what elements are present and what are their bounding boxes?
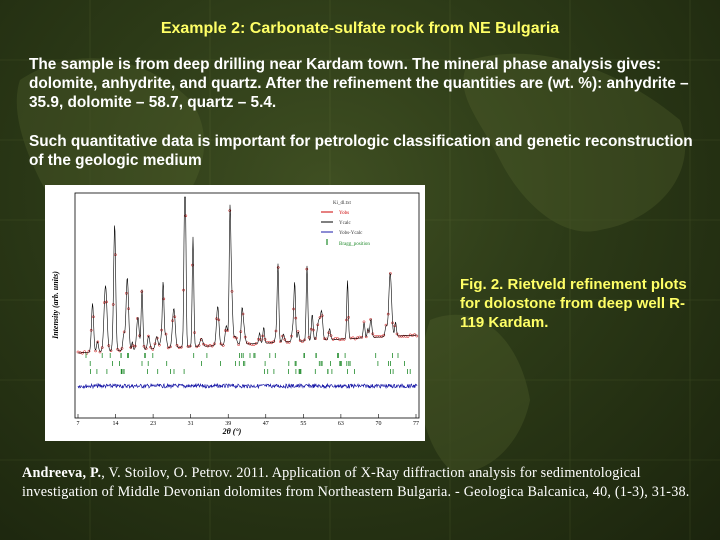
- x-tick-label: 70: [375, 421, 381, 427]
- yobs-point: [272, 340, 276, 343]
- figure-caption: Fig. 2. Rietveld refinement plots for do…: [460, 276, 687, 331]
- importance-statement: Such quantitative data is important for …: [29, 133, 693, 169]
- yobs-point: [353, 337, 357, 341]
- yobs-point: [287, 340, 291, 344]
- yobs-point: [98, 350, 102, 354]
- reference-citation: Andreeva, P., V. Stoilov, O. Petrov. 201…: [22, 464, 707, 502]
- y-axis-label: Intensity (arb. units): [51, 271, 60, 340]
- legend-ycalc: Ycalc: [339, 221, 351, 226]
- yobs-point: [237, 343, 240, 346]
- yobs-point: [360, 335, 364, 339]
- x-tick-label: 63: [338, 421, 344, 427]
- yobs-point: [129, 346, 133, 349]
- slide-title: Example 2: Carbonate-sulfate rock from N…: [160, 20, 560, 37]
- rietveld-plot: Intensity (arb. units) 2θ (°) 7 14 23 31 39 4…: [51, 192, 420, 436]
- reference-details: , V. Stoilov, O. Petrov. 2011. Applicati…: [22, 465, 690, 500]
- legend-diff: Yobs-Ycalc: [339, 231, 363, 236]
- difference-line: [77, 382, 418, 390]
- x-axis-label: 2θ (°): [222, 427, 242, 436]
- yobs-point: [413, 333, 416, 336]
- plot-legend: Ki_dl.txt Yobs Ycalc Yobs-Ycalc Bragg_po…: [321, 201, 370, 247]
- rietveld-plot-figure: Intensity (arb. units) 2θ (°) 7 14 23 31 39 4…: [45, 185, 425, 441]
- yobs-points: [76, 209, 419, 355]
- yobs-point: [151, 348, 155, 351]
- yobs-point: [364, 335, 368, 339]
- yobs-point: [301, 340, 304, 344]
- yobs-point: [342, 337, 346, 341]
- x-tick-label: 77: [413, 421, 419, 427]
- ycalc-line: [78, 196, 417, 354]
- yobs-point: [180, 345, 183, 349]
- yobs-point: [298, 339, 302, 342]
- plot-frame: [74, 192, 420, 419]
- yobs-point: [336, 337, 339, 340]
- x-tick-label: 47: [263, 421, 269, 427]
- legend-heading: Ki_dl.txt: [333, 201, 352, 206]
- x-tick-label: 7: [77, 421, 80, 427]
- yobs-point: [81, 351, 84, 355]
- legend-yobs: Yobs: [339, 211, 349, 216]
- x-tick-label: 14: [113, 421, 119, 427]
- reference-authors: Andreeva, P.: [22, 465, 102, 481]
- x-tick-label: 55: [300, 421, 306, 427]
- sample-description: The sample is from deep drilling near Ka…: [29, 56, 689, 111]
- yobs-point: [351, 336, 355, 340]
- x-tick-label: 39: [225, 421, 231, 427]
- legend-bragg: Bragg_position: [339, 242, 370, 247]
- x-tick-label: 23: [150, 421, 156, 427]
- x-tick-label: 31: [188, 421, 194, 427]
- yobs-point: [208, 343, 212, 347]
- yobs-point: [219, 342, 223, 346]
